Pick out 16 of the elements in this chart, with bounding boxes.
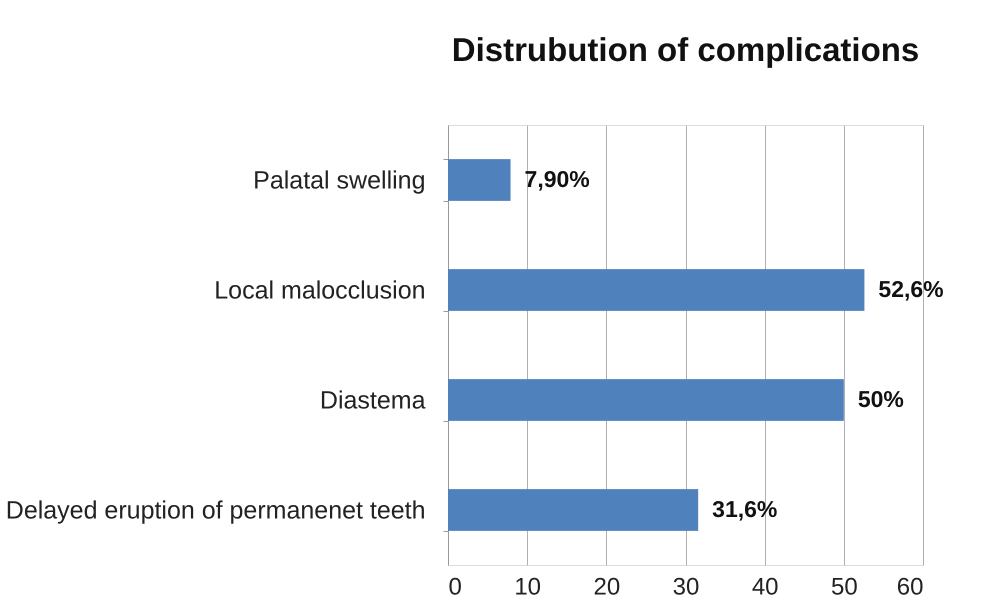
x-tick-label: 40: [752, 574, 779, 600]
x-tick-label: 0: [448, 574, 462, 600]
x-tick-label: 60: [896, 574, 924, 600]
y-tick-label: Delayed eruption of permanenet teeth: [6, 496, 426, 524]
y-tick-label: Local malocclusion: [214, 276, 426, 304]
x-tick-label: 10: [514, 574, 542, 600]
data-label: 7,90%: [524, 166, 590, 192]
x-tick-label: 20: [593, 574, 620, 600]
x-tick-label: 50: [830, 574, 858, 600]
y-tick-label: Diastema: [320, 386, 426, 414]
data-label: 31,6%: [712, 496, 778, 522]
data-label: 50%: [858, 386, 904, 412]
x-tick-label: 30: [672, 574, 700, 600]
chart-title: Distrubution of complications: [452, 31, 920, 68]
y-tick-label: Palatal swelling: [253, 166, 426, 194]
data-label: 52,6%: [878, 276, 944, 302]
